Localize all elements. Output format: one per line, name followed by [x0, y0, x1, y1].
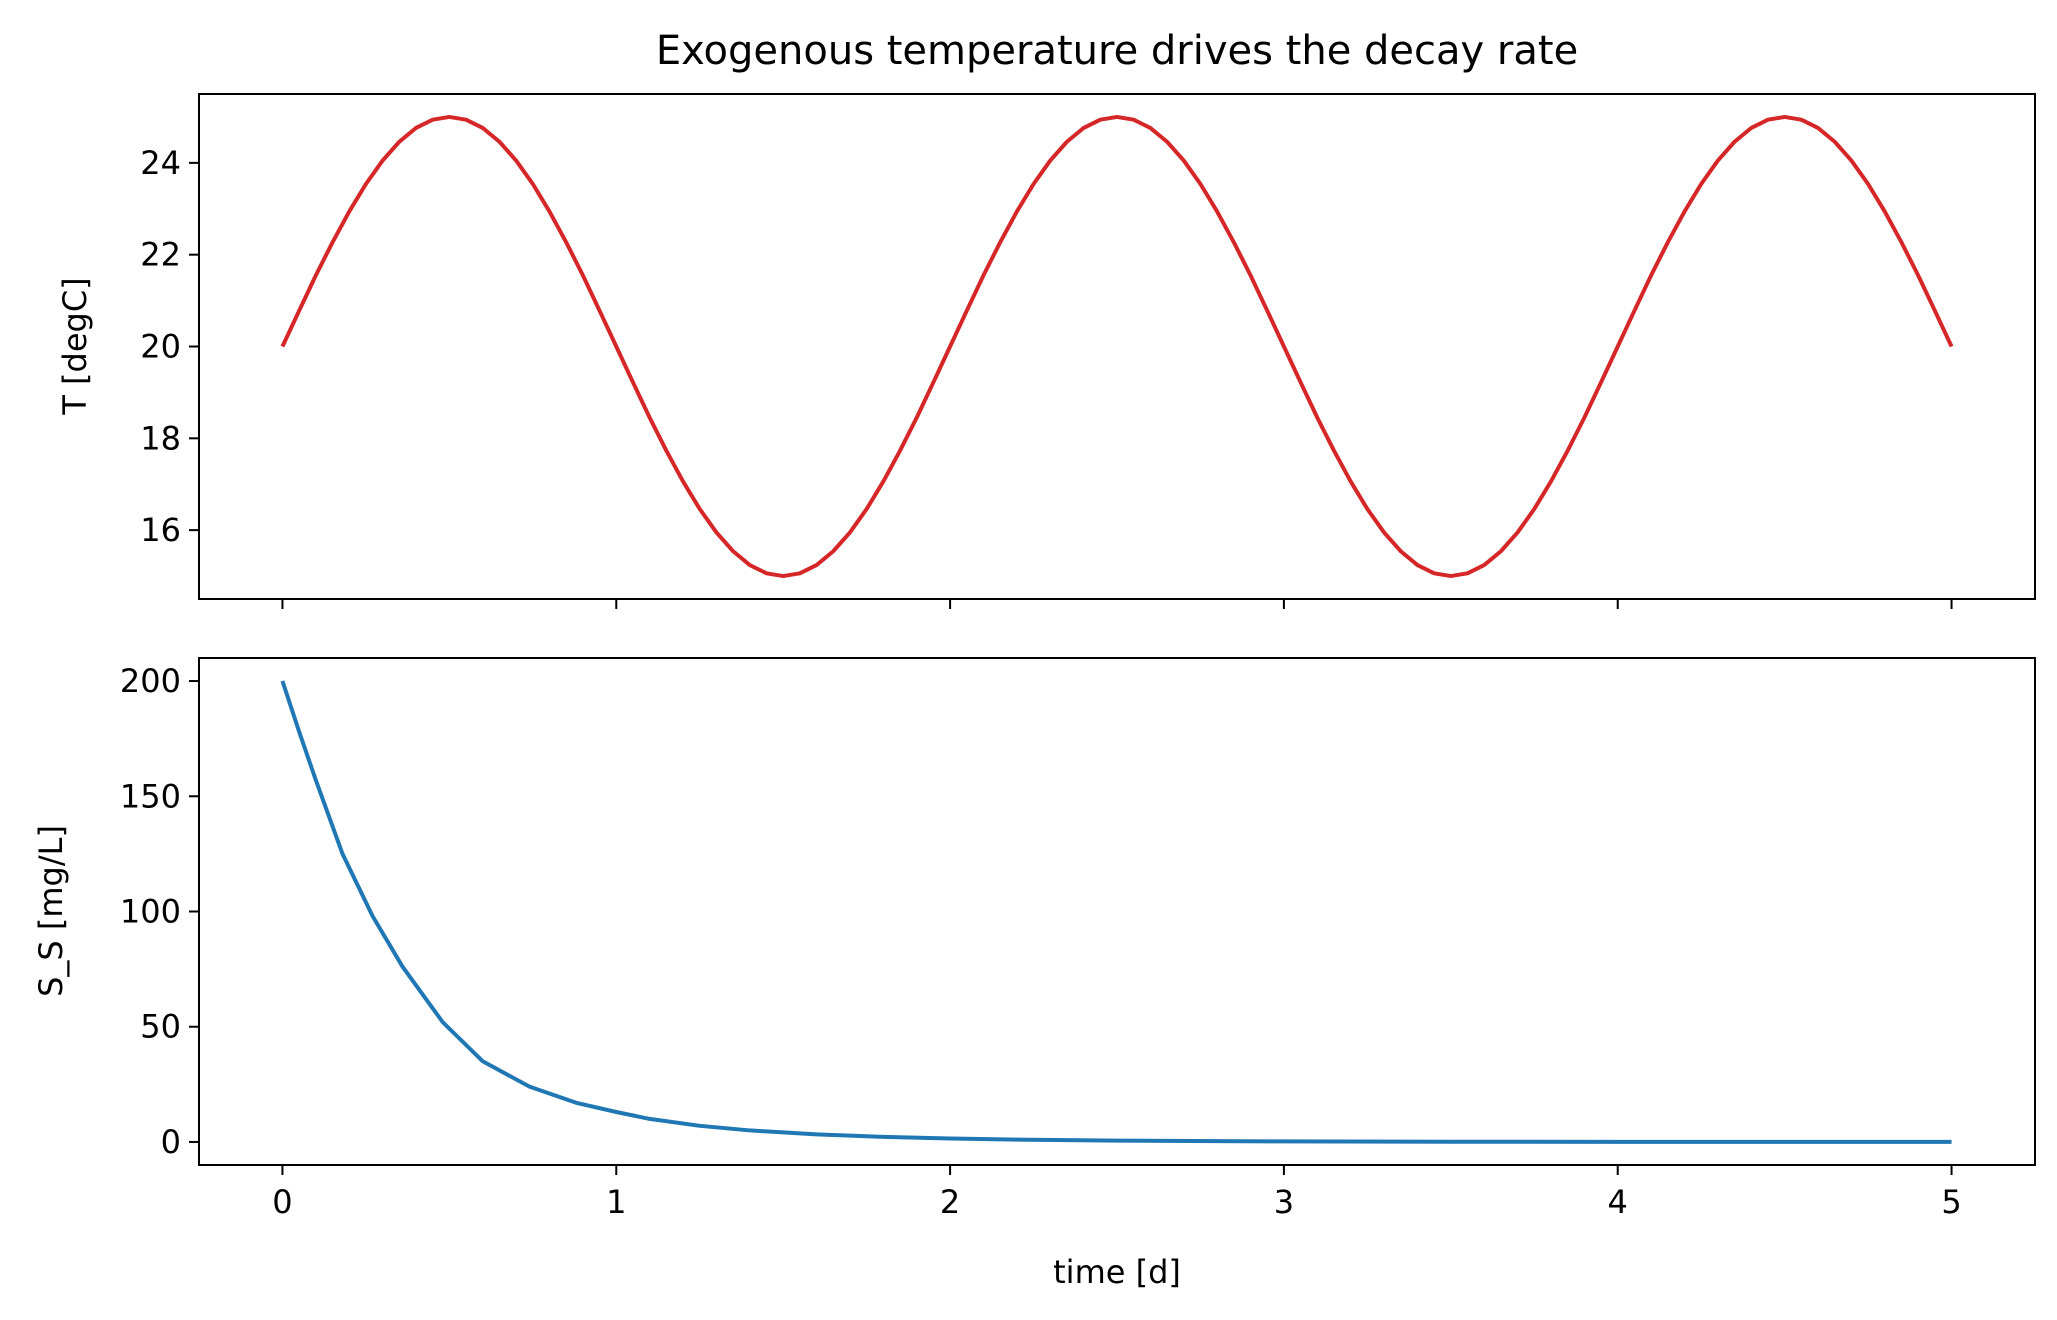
bottom-x-tick-label: 3	[1274, 1183, 1294, 1221]
chart-title: Exogenous temperature drives the decay r…	[656, 28, 1578, 74]
substrate-panel: 0 1 2 3 4 5 0 50 100 150 200 S_S [mg/L] time [d]	[32, 657, 2036, 1291]
bottom-y-tick-label: 100	[120, 893, 181, 931]
top-y-ticks: 16 18 20 22 24	[140, 144, 199, 549]
temperature-series-line	[280, 114, 1954, 579]
bottom-x-tick-label: 5	[1941, 1183, 1961, 1221]
bottom-y-tick-label: 50	[140, 1008, 181, 1046]
top-y-tick-label: 20	[140, 328, 181, 366]
bottom-y-ticks: 0 50 100 150 200	[120, 662, 199, 1161]
top-y-tick-label: 22	[140, 236, 181, 274]
temperature-panel: 16 18 20 22 24 T [degC]	[56, 93, 2036, 609]
bottom-y-tick-label: 0	[161, 1123, 181, 1161]
bottom-y-tick-label: 200	[120, 662, 181, 700]
bottom-axes-frame	[198, 657, 2036, 1166]
bottom-x-tick-label: 0	[272, 1183, 292, 1221]
bottom-x-tick-label: 1	[606, 1183, 626, 1221]
top-y-tick-label: 16	[140, 511, 181, 549]
top-y-axis-label: T [degC]	[56, 277, 94, 415]
bottom-y-tick-label: 150	[120, 777, 181, 815]
bottom-x-tick-label: 4	[1608, 1183, 1628, 1221]
substrate-series-line	[280, 680, 1952, 1144]
top-x-ticks	[281, 599, 1953, 609]
bottom-y-axis-label: S_S [mg/L]	[32, 825, 70, 997]
top-y-tick-label: 24	[140, 144, 181, 182]
bottom-x-axis-label: time [d]	[1053, 1253, 1181, 1291]
top-axes-frame	[198, 93, 2036, 600]
bottom-x-ticks: 0 1 2 3 4 5	[272, 1165, 1962, 1221]
bottom-x-tick-label: 2	[940, 1183, 960, 1221]
top-y-tick-label: 18	[140, 419, 181, 457]
